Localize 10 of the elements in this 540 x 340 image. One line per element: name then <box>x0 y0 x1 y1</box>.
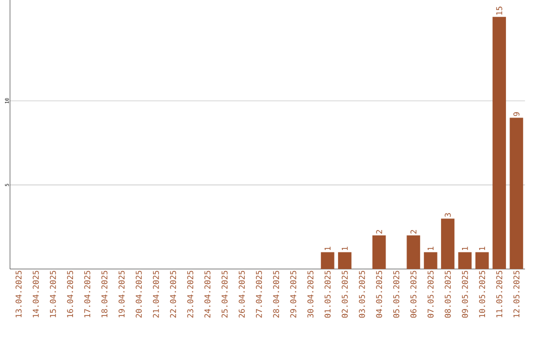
bar <box>492 16 506 269</box>
bar <box>510 118 524 269</box>
bar <box>406 235 420 269</box>
bar <box>424 252 438 269</box>
bar <box>338 252 352 269</box>
bar <box>372 235 386 269</box>
bar <box>320 252 334 269</box>
bar <box>458 252 472 269</box>
bar <box>441 218 454 269</box>
bar <box>475 252 489 269</box>
